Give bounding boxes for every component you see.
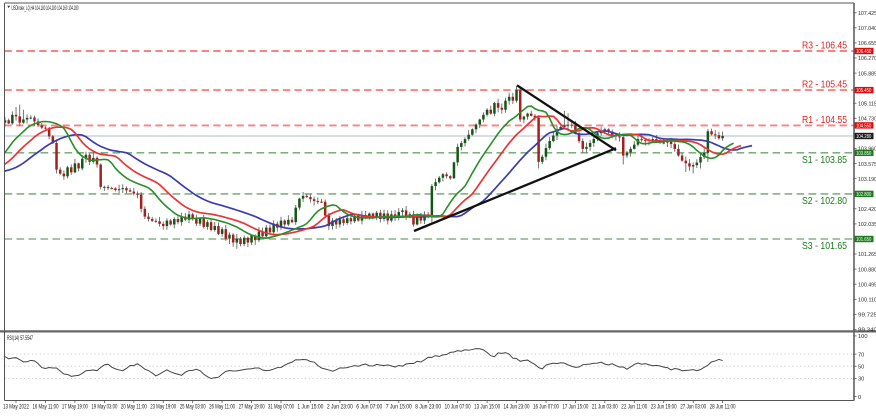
svg-text:104.280: 104.280 <box>856 134 871 140</box>
svg-text:103.575: 103.575 <box>858 162 876 168</box>
svg-text:102.035: 102.035 <box>858 222 876 228</box>
svg-text:103.190: 103.190 <box>858 177 876 183</box>
svg-text:101.265: 101.265 <box>858 252 876 258</box>
svg-text:31 May 07:00: 31 May 07:00 <box>268 405 294 411</box>
svg-text:100: 100 <box>858 334 868 340</box>
svg-text:99.340: 99.340 <box>858 328 876 334</box>
svg-text:106.655: 106.655 <box>858 41 876 47</box>
svg-text:6 Jun 07:00: 6 Jun 07:00 <box>356 405 383 411</box>
svg-text:104.730: 104.730 <box>858 117 876 123</box>
svg-text:17 Jun 15:00: 17 Jun 15:00 <box>562 405 588 411</box>
svg-text:2 Jun 23:00: 2 Jun 23:00 <box>327 405 354 411</box>
svg-text:13 May 2022: 13 May 2022 <box>3 405 29 411</box>
svg-text:106.450: 106.450 <box>856 49 871 55</box>
svg-text:100.110: 100.110 <box>858 298 876 304</box>
svg-text:19 May 03:00: 19 May 03:00 <box>91 405 117 411</box>
svg-text:27 May 19:00: 27 May 19:00 <box>239 405 265 411</box>
svg-text:26 May 11:00: 26 May 11:00 <box>209 405 235 411</box>
svg-text:0: 0 <box>858 395 861 401</box>
svg-text:102.800: 102.800 <box>856 192 871 198</box>
svg-text:100.495: 100.495 <box>858 282 876 288</box>
svg-text:S3 - 101.65: S3 - 101.65 <box>802 240 847 252</box>
svg-text:104.550: 104.550 <box>856 124 871 130</box>
svg-text:102.420: 102.420 <box>858 207 876 213</box>
svg-text:RSI(14) 57.5547: RSI(14) 57.5547 <box>7 336 33 342</box>
svg-text:99.725: 99.725 <box>858 313 876 319</box>
svg-text:103.850: 103.850 <box>856 151 871 157</box>
svg-text:105.115: 105.115 <box>858 101 876 107</box>
svg-text:30: 30 <box>858 377 864 383</box>
svg-text:R2 - 105.45: R2 - 105.45 <box>802 79 847 91</box>
svg-text:27 Jun 03:00: 27 Jun 03:00 <box>680 405 706 411</box>
svg-text:28 Jun 11:00: 28 Jun 11:00 <box>710 405 736 411</box>
svg-text:1 Jun 15:00: 1 Jun 15:00 <box>297 405 324 411</box>
svg-text:25 May 03:00: 25 May 03:00 <box>180 405 206 411</box>
svg-text:22 Jun 11:00: 22 Jun 11:00 <box>621 405 647 411</box>
svg-text:S2 - 102.80: S2 - 102.80 <box>802 195 847 207</box>
svg-text:16 Jun 07:00: 16 Jun 07:00 <box>533 405 559 411</box>
svg-text:7 Jun 15:00: 7 Jun 15:00 <box>386 405 413 411</box>
svg-text:107.425: 107.425 <box>858 11 876 17</box>
svg-text:101.650: 101.650 <box>856 237 871 243</box>
svg-text:16 May 11:00: 16 May 11:00 <box>33 405 59 411</box>
svg-text:105.450: 105.450 <box>856 88 871 94</box>
svg-text:50: 50 <box>858 364 864 370</box>
svg-text:105.885: 105.885 <box>858 71 876 77</box>
svg-text:100.880: 100.880 <box>858 267 876 273</box>
svg-text:23 May 19:00: 23 May 19:00 <box>150 405 176 411</box>
svg-text:USDIndex_LQ,H4 104.180 104.28: USDIndex_LQ,H4 104.180 104.280 104.160 1… <box>12 6 79 12</box>
svg-text:R1 - 104.55: R1 - 104.55 <box>802 114 847 126</box>
svg-text:S1 - 103.85: S1 - 103.85 <box>802 154 847 166</box>
svg-text:17 May 19:00: 17 May 19:00 <box>62 405 88 411</box>
svg-text:13 Jun 15:00: 13 Jun 15:00 <box>474 405 500 411</box>
svg-text:8 Jun 23:00: 8 Jun 23:00 <box>415 405 442 411</box>
svg-text:70: 70 <box>858 352 864 358</box>
svg-text:14 Jun 23:00: 14 Jun 23:00 <box>504 405 530 411</box>
svg-text:21 Jun 03:00: 21 Jun 03:00 <box>592 405 618 411</box>
svg-text:20 May 11:00: 20 May 11:00 <box>121 405 147 411</box>
svg-text:107.040: 107.040 <box>858 26 876 32</box>
svg-text:R3 - 106.45: R3 - 106.45 <box>802 40 847 52</box>
svg-text:106.270: 106.270 <box>858 56 876 62</box>
svg-text:23 Jun 19:00: 23 Jun 19:00 <box>651 405 677 411</box>
svg-text:10 Jun 07:00: 10 Jun 07:00 <box>445 405 471 411</box>
